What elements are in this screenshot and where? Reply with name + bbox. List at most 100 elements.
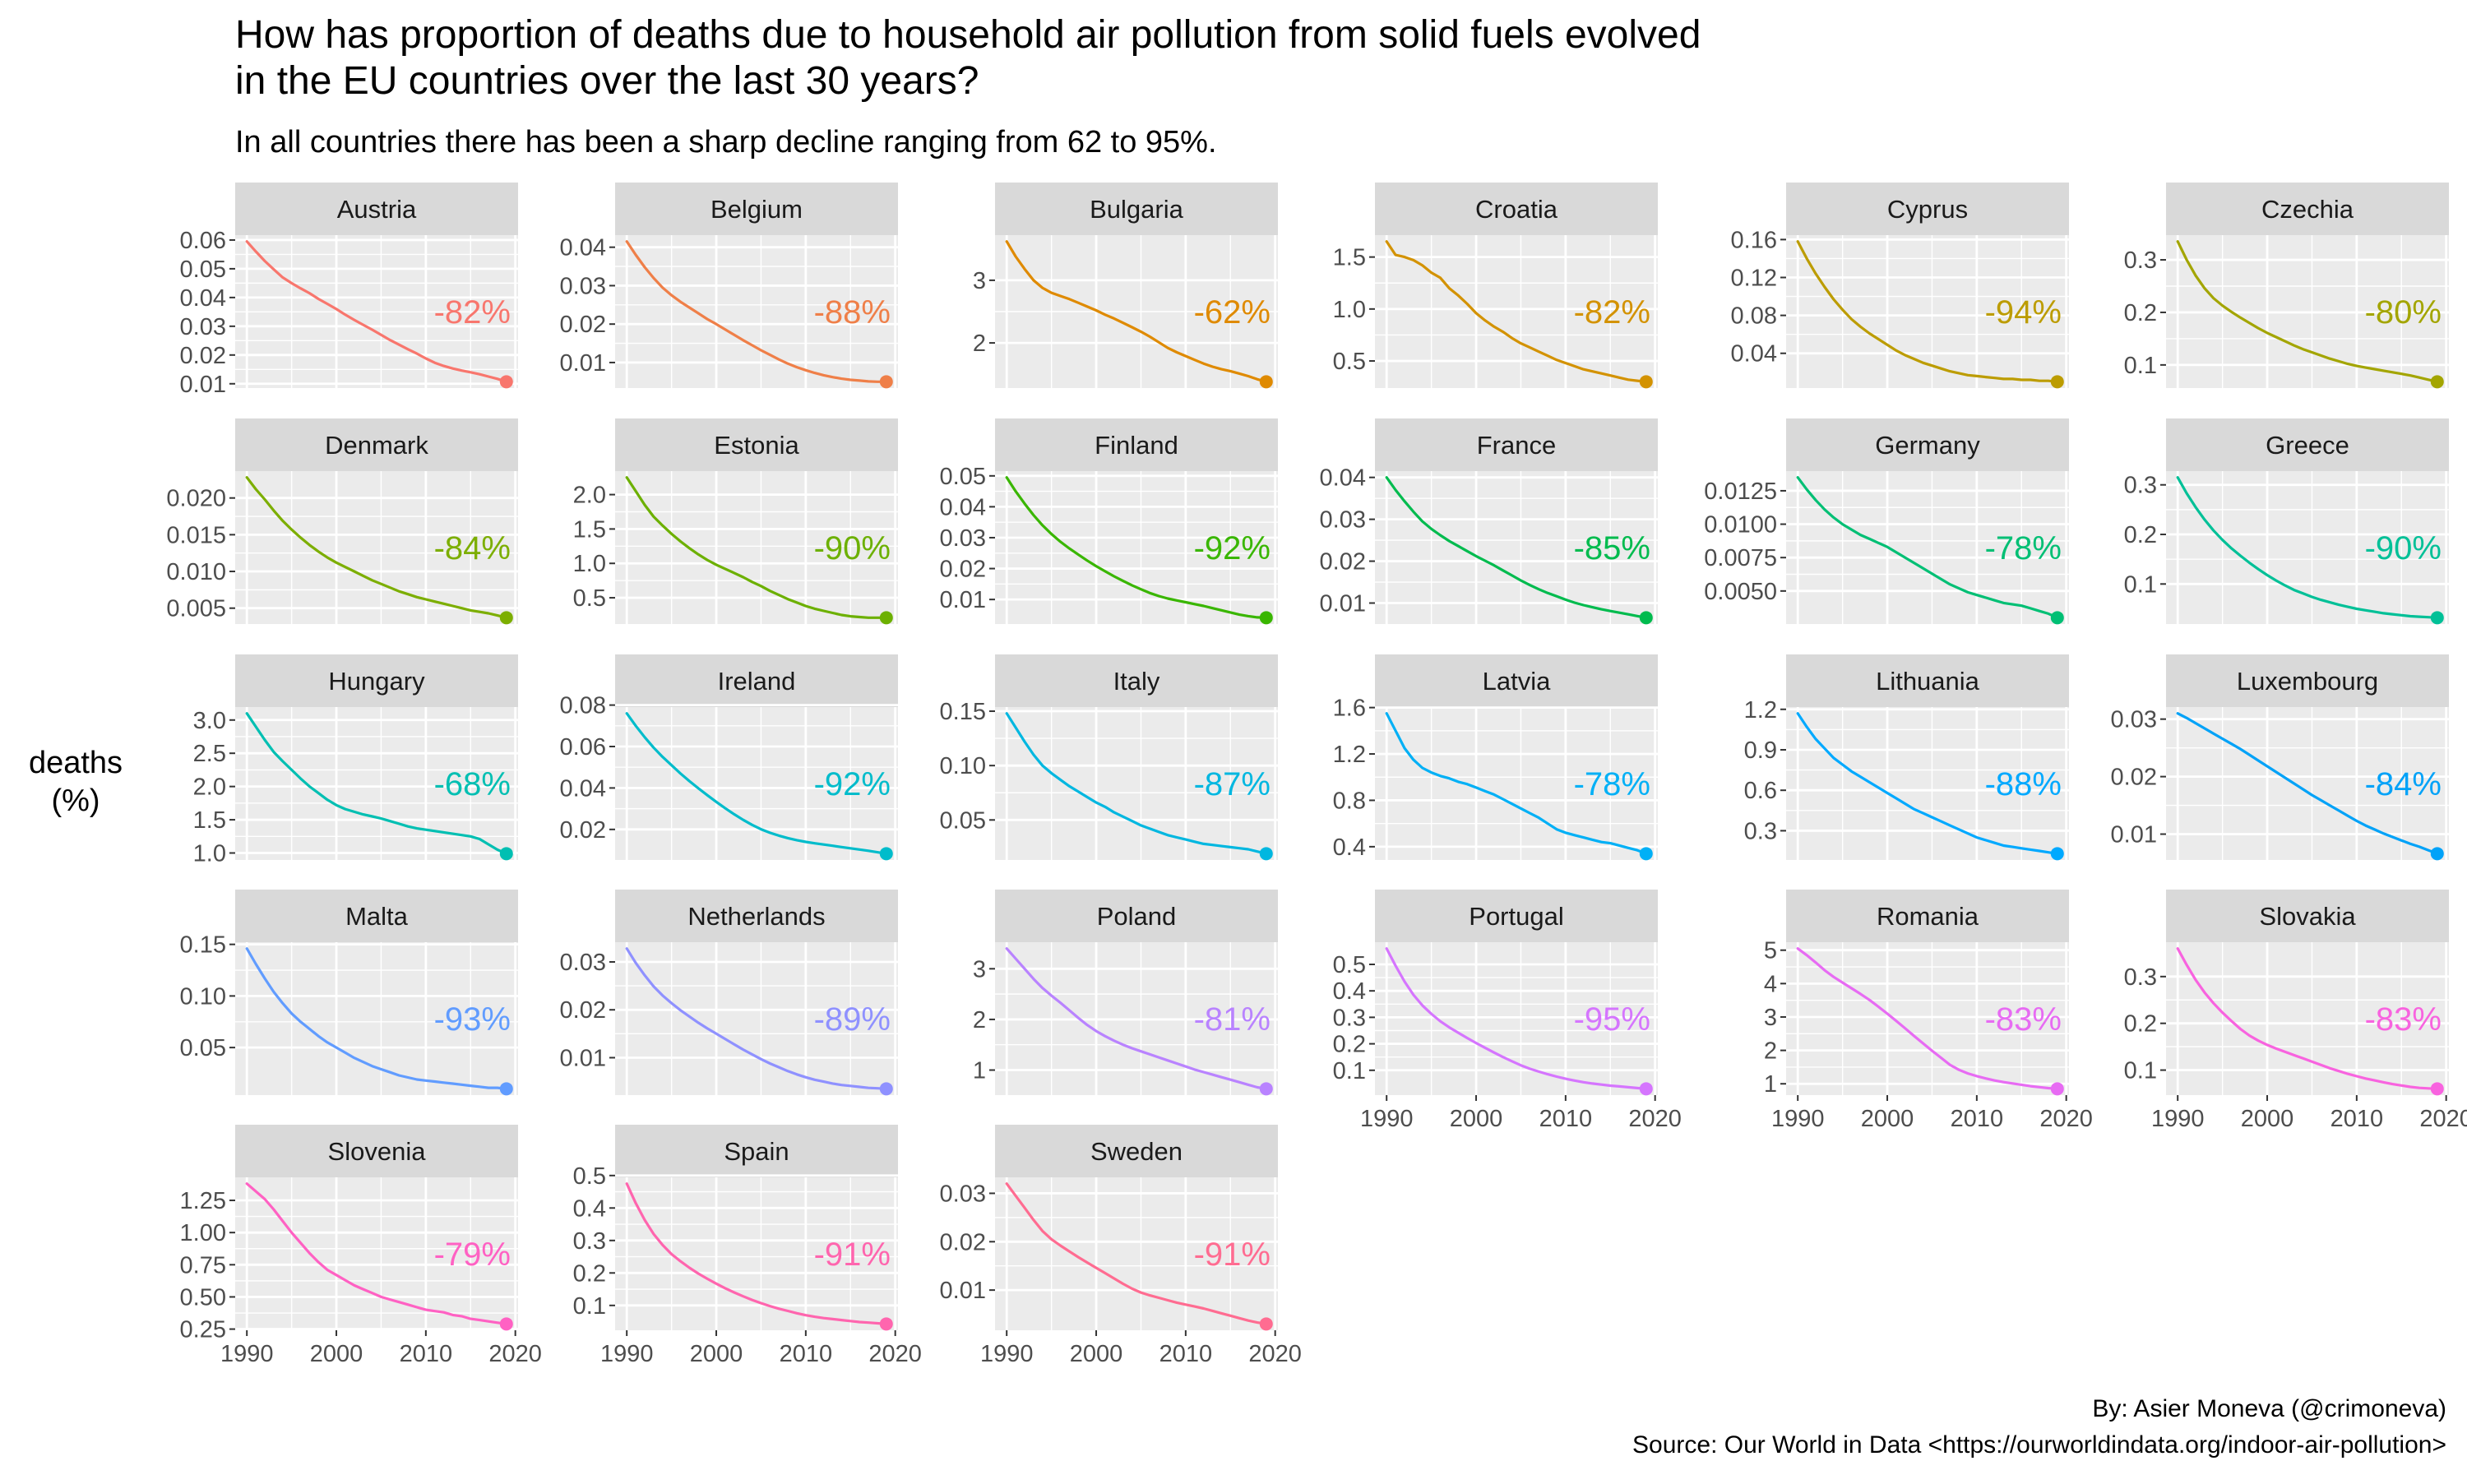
y-tick-label-greece: 0.2 — [2124, 522, 2157, 548]
y-tick-label-finland: 0.03 — [940, 525, 986, 552]
end-point-belgium — [879, 375, 893, 389]
y-tick-label-romania: 3 — [1764, 1005, 1777, 1031]
series-line-croatia — [1385, 240, 1648, 383]
end-point-netherlands — [879, 1082, 893, 1096]
series-line-czechia — [2176, 240, 2439, 383]
end-point-france — [1639, 611, 1653, 625]
series-line-spain — [625, 1182, 888, 1325]
change-label-poland: -81% — [1194, 1001, 1271, 1038]
y-tick-label-poland: 1 — [973, 1058, 986, 1084]
series-line-finland — [1005, 476, 1268, 619]
strip-croatia — [1375, 183, 1658, 235]
x-tick-label-slovakia: 2010 — [2330, 1106, 2384, 1132]
y-tick-label-poland: 2 — [973, 1007, 986, 1033]
y-tick-label-lithuania: 1.2 — [1744, 697, 1777, 724]
y-tick-label-ireland: 0.08 — [560, 693, 606, 719]
x-tick-label-slovenia: 2000 — [310, 1341, 363, 1367]
y-tick-label-malta: 0.15 — [180, 932, 226, 959]
strip-label-slovenia: Slovenia — [328, 1137, 427, 1166]
change-label-ireland: -92% — [814, 766, 891, 802]
y-tick-label-portugal: 0.3 — [1333, 1005, 1366, 1031]
series-line-denmark — [245, 476, 508, 619]
panel-finland: Finland 0.01 0.02 0.03 0.04 0.05 -92% — [940, 418, 1278, 625]
strip-label-bulgaria: Bulgaria — [1090, 195, 1183, 224]
x-tick-label-sweden: 2020 — [1248, 1341, 1302, 1367]
chart-subtitle: In all countries there has been a sharp … — [235, 125, 1217, 159]
y-tick-label-cyprus: 0.16 — [1731, 227, 1777, 253]
strip-label-denmark: Denmark — [325, 431, 428, 460]
panel-slovenia: Slovenia 0.25 0.50 0.75 1.00 1.25 1990 2000 2010… — [180, 1125, 542, 1367]
panel-belgium: Belgium 0.01 0.02 0.03 0.04 -88% — [560, 183, 898, 389]
change-label-italy: -87% — [1194, 766, 1271, 802]
strip-latvia — [1375, 654, 1658, 707]
change-label-greece: -90% — [2365, 530, 2442, 566]
y-tick-label-estonia: 1.0 — [573, 551, 606, 577]
strip-label-hungary: Hungary — [328, 667, 425, 696]
chart-title-line-1: How has proportion of deaths due to hous… — [235, 13, 1701, 57]
change-label-croatia: -82% — [1574, 294, 1650, 331]
change-label-finland: -92% — [1194, 530, 1271, 566]
end-point-germany — [2050, 611, 2064, 625]
y-tick-label-belgium: 0.01 — [560, 350, 606, 377]
y-tick-label-denmark: 0.005 — [166, 596, 226, 622]
strip-malta — [235, 890, 518, 942]
x-tick-label-sweden: 2010 — [1159, 1341, 1213, 1367]
y-tick-label-germany: 0.0125 — [1704, 478, 1777, 505]
y-tick-label-romania: 5 — [1764, 938, 1777, 964]
strip-label-belgium: Belgium — [710, 195, 803, 224]
panel-greece: Greece 0.1 0.2 0.3 -90% — [2124, 418, 2449, 625]
y-tick-label-croatia: 0.5 — [1333, 349, 1366, 375]
y-tick-label-slovenia: 0.25 — [180, 1317, 226, 1343]
change-label-cyprus: -94% — [1985, 294, 2062, 331]
panel-croatia: Croatia 0.5 1.0 1.5 -82% — [1333, 183, 1658, 389]
y-tick-label-ireland: 0.04 — [560, 775, 606, 802]
y-tick-label-ireland: 0.02 — [560, 817, 606, 844]
change-label-sweden: -91% — [1194, 1237, 1271, 1273]
panel-denmark: Denmark 0.005 0.010 0.015 0.020 -84% — [166, 418, 518, 625]
y-tick-label-czechia: 0.2 — [2124, 300, 2157, 326]
end-point-austria — [499, 375, 513, 389]
y-tick-label-estonia: 2.0 — [573, 483, 606, 509]
y-tick-label-slovakia: 0.3 — [2124, 964, 2157, 991]
change-label-hungary: -68% — [434, 766, 511, 802]
change-label-malta: -93% — [434, 1001, 511, 1038]
end-point-romania — [2050, 1082, 2064, 1096]
panel-sweden: Sweden 0.01 0.02 0.03 1990 2000 2010 2020 -91% — [940, 1125, 1302, 1367]
strip-portugal — [1375, 890, 1658, 942]
strip-slovakia — [2166, 890, 2449, 942]
y-tick-label-slovenia: 0.75 — [180, 1252, 226, 1278]
change-label-france: -85% — [1574, 530, 1650, 566]
y-tick-label-portugal: 0.1 — [1333, 1058, 1366, 1084]
y-tick-label-hungary: 1.5 — [193, 807, 226, 834]
end-point-denmark — [499, 611, 513, 625]
y-tick-label-ireland: 0.06 — [560, 734, 606, 760]
panel-germany: Germany 0.0050 0.0075 0.0100 0.0125 -78% — [1704, 418, 2069, 625]
panel-lithuania: Lithuania 0.3 0.6 0.9 1.2 -88% — [1744, 654, 2069, 861]
end-point-sweden — [1259, 1317, 1273, 1331]
strip-romania — [1786, 890, 2069, 942]
x-tick-label-slovakia: 2020 — [2419, 1106, 2467, 1132]
x-tick-label-sweden: 1990 — [980, 1341, 1034, 1367]
change-label-latvia: -78% — [1574, 766, 1650, 802]
panel-czechia: Czechia 0.1 0.2 0.3 -80% — [2124, 183, 2449, 389]
end-point-poland — [1259, 1082, 1273, 1096]
end-point-portugal — [1639, 1082, 1653, 1096]
series-line-hungary — [245, 712, 508, 855]
end-point-ireland — [879, 847, 893, 861]
panel-estonia: Estonia 0.5 1.0 1.5 2.0 -90% — [573, 418, 898, 625]
series-line-estonia — [625, 476, 888, 619]
y-tick-label-cyprus: 0.04 — [1731, 341, 1777, 368]
series-line-ireland — [625, 712, 888, 855]
end-point-latvia — [1639, 847, 1653, 861]
strip-label-italy: Italy — [1113, 667, 1160, 696]
y-tick-label-cyprus: 0.12 — [1731, 265, 1777, 291]
y-tick-label-lithuania: 0.3 — [1744, 818, 1777, 844]
strip-germany — [1786, 418, 2069, 471]
x-tick-label-portugal: 1990 — [1360, 1106, 1414, 1132]
y-tick-label-hungary: 2.5 — [193, 741, 226, 767]
y-tick-label-germany: 0.0050 — [1704, 579, 1777, 605]
strip-label-latvia: Latvia — [1483, 667, 1551, 696]
y-tick-label-austria: 0.02 — [180, 343, 226, 369]
strip-greece — [2166, 418, 2449, 471]
